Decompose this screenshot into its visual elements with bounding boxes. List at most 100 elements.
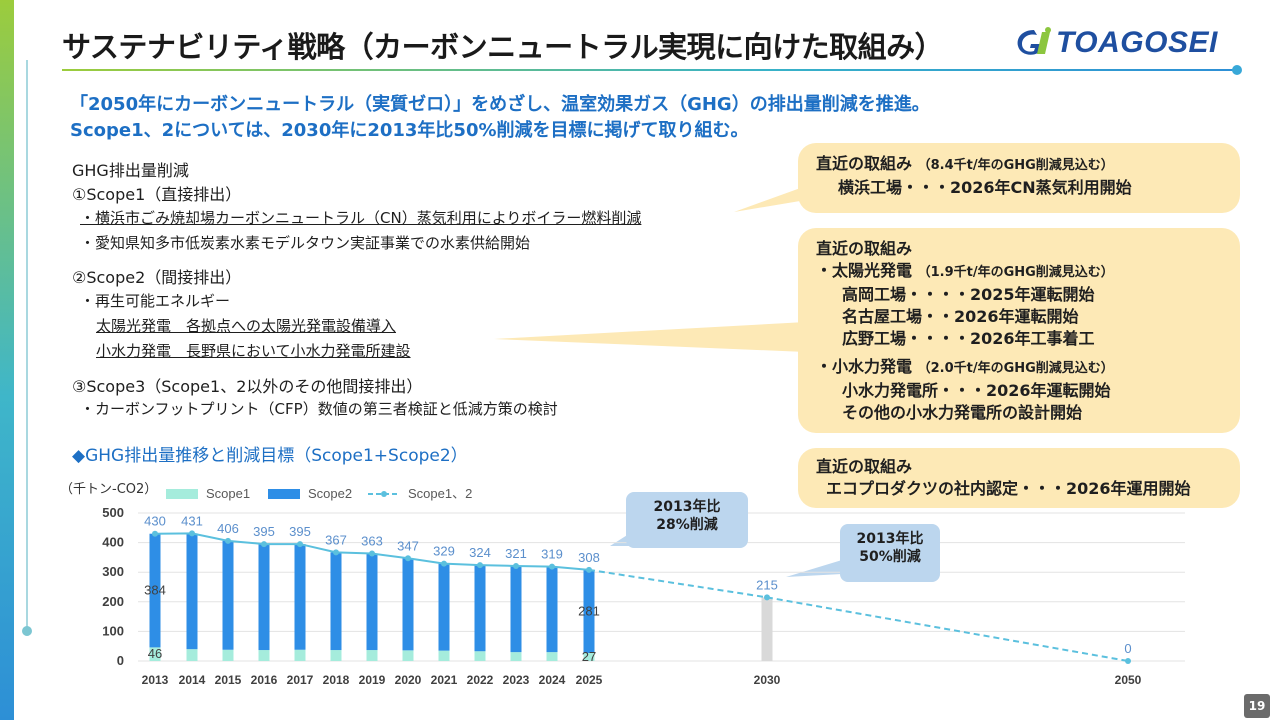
page-title: サステナビリティ戦略（カーボンニュートラル実現に向けた取組み） — [62, 30, 944, 64]
chart-heading: ◆GHG排出量推移と削減目標（Scope1+Scope2） — [72, 446, 468, 466]
callout-2-hydro-plant: 小水力発電所・・・2026年運転開始 — [842, 381, 1111, 400]
data-label-total-2019: 363 — [361, 534, 383, 549]
scope2-item-renewable: ・再生可能エネルギー — [80, 292, 231, 310]
left-guide-line — [26, 60, 28, 630]
lead-line-1: 「2050年にカーボンニュートラル（実質ゼロ）」をめざし、温室効果ガス（GHG）… — [70, 94, 930, 115]
bar-scope1-2019 — [366, 650, 378, 661]
callout-1-pointer — [734, 186, 806, 212]
data-label-total-2017: 395 — [289, 524, 311, 539]
bar-scope1-2015 — [222, 649, 234, 661]
chart-unit-label: （千トン-CO2） — [60, 482, 158, 497]
bubble-2025-reduction: 2013年比 28%削減 — [626, 492, 748, 548]
bar-scope1-2016 — [258, 650, 270, 661]
callout-1-line: 横浜工場・・・2026年CN蒸気利用開始 — [838, 178, 1132, 197]
callout-2-hydro-header: ・小水力発電 （2.0千t/年のGHG削減見込む） — [816, 356, 1222, 380]
callout-2-solar-takaoka: 高岡工場・・・・2025年運転開始 — [842, 285, 1095, 304]
x-tick-2016: 2016 — [251, 673, 278, 687]
x-tick-2022: 2022 — [467, 673, 494, 687]
data-label-scope1-2013: 46 — [148, 646, 162, 661]
point-total-2019 — [369, 550, 375, 557]
data-label-scope1-2025: 27 — [582, 649, 596, 664]
bubble-2030-line2: 50%削減 — [859, 549, 921, 565]
point-total-2013 — [152, 530, 158, 537]
x-tick-2015: 2015 — [215, 673, 242, 687]
bar-scope1-2020 — [402, 650, 414, 661]
bar-scope2-2022 — [474, 565, 486, 652]
y-tick-500: 500 — [102, 505, 124, 520]
callout-yokohama: 直近の取組み （8.4千t/年のGHG削減見込む） 横浜工場・・・2026年CN… — [798, 143, 1240, 213]
legend-marker-total — [381, 491, 387, 497]
x-tick-2013: 2013 — [142, 673, 169, 687]
point-total-2014 — [189, 530, 195, 537]
point-total-2025 — [586, 566, 592, 573]
bar-scope1-2013 — [149, 647, 161, 661]
callout-3-head: 直近の取組み — [816, 457, 913, 476]
bar-scope1-2023 — [510, 652, 522, 661]
legend-label-scope1: Scope1 — [206, 486, 250, 501]
data-label-total-2022: 324 — [469, 545, 491, 560]
bar-scope1-2022 — [474, 651, 486, 661]
company-logo: TOAGOSEI — [1012, 26, 1218, 60]
bar-scope2-2019 — [366, 553, 378, 651]
bubble-2025-line1: 2013年比 — [653, 499, 721, 515]
y-tick-100: 100 — [102, 623, 124, 638]
bar-scope2-2014 — [186, 533, 198, 650]
bar-scope1-2018 — [330, 650, 342, 661]
point-total-2018 — [333, 549, 339, 556]
bar-scope2-2024 — [546, 566, 558, 653]
bar-target-2030 — [761, 597, 773, 661]
point-total-2022 — [477, 562, 483, 569]
scope2-item-solar: 太陽光発電 各拠点への太陽光発電設備導入 — [96, 317, 397, 335]
callout-ecoproducts: 直近の取組み エコプロダクツの社内認定・・・2026年運用開始 — [798, 448, 1240, 508]
y-tick-0: 0 — [117, 653, 124, 668]
scope2-title: ②Scope2（間接排出） — [72, 268, 242, 287]
bar-scope1-2014 — [186, 649, 198, 661]
point-total-2021 — [441, 560, 447, 567]
callout-2-hydro: ・小水力発電 — [816, 357, 913, 376]
callout-2-solar-header: ・太陽光発電 （1.9千t/年のGHG削減見込む） — [816, 260, 1222, 284]
point-total-2030 — [764, 594, 770, 601]
data-label-total-2030: 215 — [756, 577, 778, 592]
x-tick-2019: 2019 — [359, 673, 386, 687]
point-total-2016 — [261, 541, 267, 548]
x-tick-2014: 2014 — [179, 673, 206, 687]
callout-2-solar-hirono: 広野工場・・・・2026年工事着工 — [842, 329, 1095, 348]
point-total-2050 — [1125, 658, 1131, 664]
callout-3-line: エコプロダクツの社内認定・・・2026年運用開始 — [826, 479, 1191, 498]
callout-2-pointer — [494, 322, 806, 352]
bar-scope2-2017 — [294, 544, 306, 650]
legend-swatch-scope2 — [268, 489, 300, 499]
bar-scope1-2021 — [438, 650, 450, 661]
bubble-2030-pointer — [786, 560, 842, 577]
scope1-title: ①Scope1（直接排出） — [72, 185, 242, 204]
callout-1-note: （8.4千t/年のGHG削減見込む） — [917, 158, 1114, 173]
bar-scope2-2020 — [402, 558, 414, 651]
point-total-2024 — [549, 563, 555, 570]
left-accent-bar — [0, 0, 14, 720]
x-tick-2025: 2025 — [576, 673, 603, 687]
lead-line-2: Scope1、2については、2030年に2013年比50%削減を目標に掲げて取り… — [70, 120, 749, 141]
title-underline — [62, 69, 1238, 71]
callout-2-solar-note: （1.9千t/年のGHG削減見込む） — [917, 265, 1114, 280]
callout-renewables: 直近の取組み ・太陽光発電 （1.9千t/年のGHG削減見込む） 高岡工場・・・… — [798, 228, 1240, 433]
data-label-total-2025: 308 — [578, 550, 600, 565]
bar-scope1-2024 — [546, 652, 558, 661]
callout-2-hydro-design: その他の小水力発電所の設計開始 — [842, 403, 1083, 422]
x-tick-2050: 2050 — [1115, 673, 1142, 687]
y-tick-400: 400 — [102, 535, 124, 550]
callout-2-solar-nagoya: 名古屋工場・・2026年運転開始 — [842, 307, 1079, 326]
data-label-scope2-2013: 384 — [144, 583, 166, 598]
legend-label-total: Scope1、2 — [408, 486, 472, 501]
bubble-2030-target: 2013年比 50%削減 — [840, 524, 940, 582]
scope2-item-hydro: 小水力発電 長野県において小水力発電所建設 — [96, 342, 411, 360]
legend-swatch-scope1 — [166, 489, 198, 499]
scope1-item-yokohama: ・横浜市ごみ焼却場カーボンニュートラル（CN）蒸気利用によりボイラー燃料削減 — [80, 209, 642, 227]
x-tick-2018: 2018 — [323, 673, 350, 687]
x-tick-2017: 2017 — [287, 673, 314, 687]
data-label-total-2024: 319 — [541, 547, 563, 562]
left-guide-dot — [22, 626, 32, 636]
bubble-2030-line1: 2013年比 — [856, 531, 924, 547]
data-label-scope2-2025: 281 — [578, 603, 600, 618]
logo-text: TOAGOSEI — [1056, 26, 1218, 59]
